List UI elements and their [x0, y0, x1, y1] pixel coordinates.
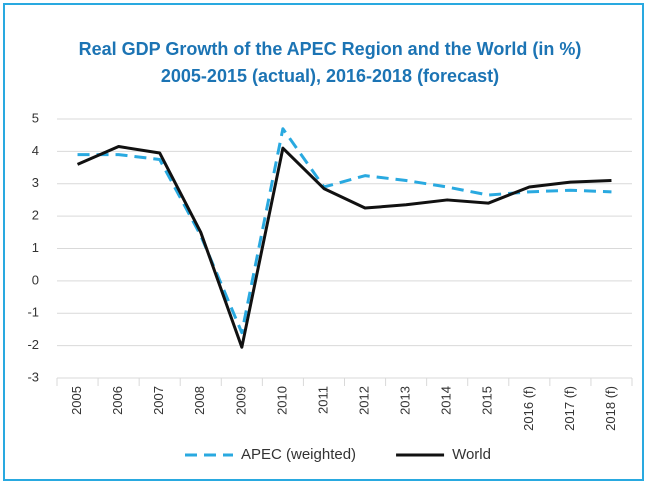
- x-tick-label: 2013: [398, 386, 413, 415]
- x-tick-label: 2018 (f): [603, 386, 618, 431]
- x-tick-label: 2010: [274, 386, 289, 415]
- y-tick-label: 3: [32, 175, 39, 190]
- legend-label: World: [452, 446, 491, 463]
- x-tick-label: 2014: [439, 386, 454, 415]
- x-tick-label: 2005: [69, 386, 84, 415]
- y-tick-label: 2: [32, 208, 39, 223]
- x-tick-label: 2016 (f): [521, 386, 536, 431]
- chart-subtitle: 2005-2015 (actual), 2016-2018 (forecast): [161, 66, 499, 86]
- y-tick-label: -2: [27, 337, 39, 352]
- x-tick-label: 2012: [356, 386, 371, 415]
- series-line: [77, 127, 612, 335]
- y-tick-label: 4: [32, 143, 39, 158]
- x-tick-label: 2011: [315, 386, 330, 414]
- frame: [3, 3, 644, 481]
- x-tick-label: 2015: [480, 386, 495, 415]
- chart-title: Real GDP Growth of the APEC Region and t…: [79, 39, 582, 59]
- x-tick-label: 2006: [110, 386, 125, 415]
- x-tick-label: 2008: [192, 386, 207, 415]
- x-tick-label: 2009: [233, 386, 248, 415]
- y-tick-label: 1: [32, 240, 39, 255]
- legend-label: APEC (weighted): [241, 446, 356, 463]
- y-tick-label: 5: [32, 110, 39, 125]
- x-tick-label: 2017 (f): [562, 386, 577, 431]
- x-tick-label: 2007: [151, 386, 166, 415]
- y-tick-label: 0: [32, 272, 39, 287]
- y-tick-label: -1: [27, 305, 39, 320]
- y-tick-label: -3: [27, 369, 39, 384]
- series-line: [76, 145, 612, 349]
